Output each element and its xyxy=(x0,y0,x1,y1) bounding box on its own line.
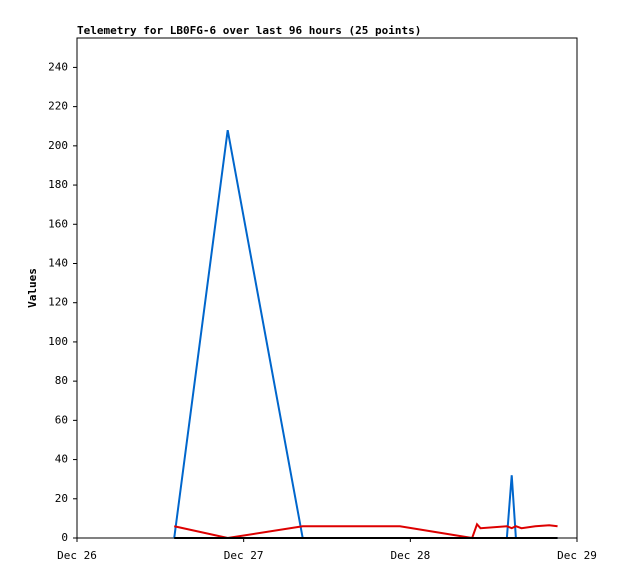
series-line xyxy=(174,522,558,540)
y-tick-label: 100 xyxy=(48,335,68,348)
x-tick-label: Dec 28 xyxy=(390,549,430,562)
y-tick-label: 80 xyxy=(55,374,68,387)
y-tick-label: 140 xyxy=(48,256,68,269)
y-tick-label: 120 xyxy=(48,296,68,309)
plot-frame xyxy=(76,37,578,539)
y-tick-label: 160 xyxy=(48,217,68,230)
y-axis-label: Values xyxy=(26,268,39,308)
x-tick-label: Dec 27 xyxy=(224,549,264,562)
y-tick-label: 60 xyxy=(55,413,68,426)
x-tick-label: Dec 26 xyxy=(57,549,97,562)
y-tick-label: 20 xyxy=(55,492,68,505)
y-tick-label: 240 xyxy=(48,60,68,73)
y-tick-label: 220 xyxy=(48,100,68,113)
y-tick-label: 200 xyxy=(48,139,68,152)
chart-title: Telemetry for LB0FG-6 over last 96 hours… xyxy=(77,24,421,37)
y-tick-label: 0 xyxy=(61,531,68,544)
y-tick-label: 40 xyxy=(55,453,68,466)
x-tick-label: Dec 29 xyxy=(557,549,597,562)
y-tick-label: 180 xyxy=(48,178,68,191)
